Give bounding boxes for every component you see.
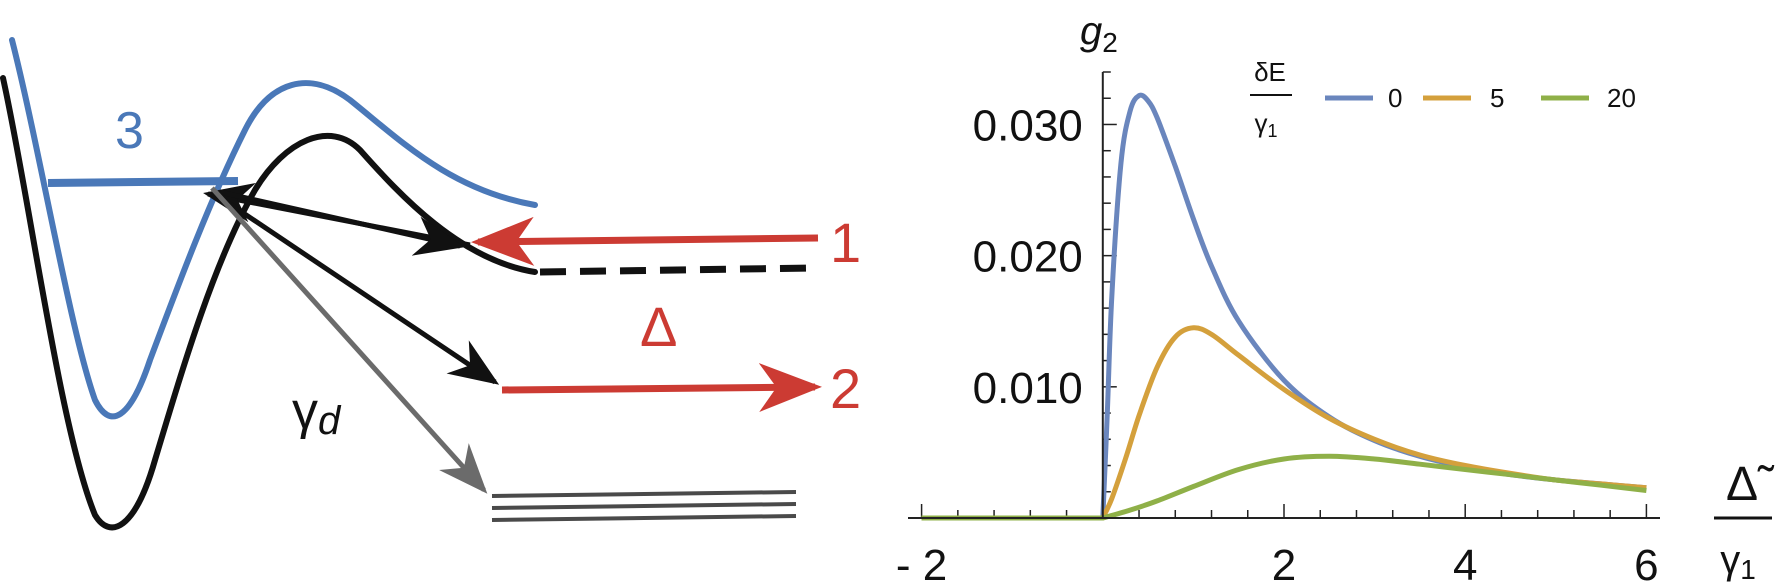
- legend-title-denominator: γ1: [1254, 108, 1277, 141]
- legend-title-numerator: δE: [1254, 57, 1286, 87]
- gamma-symbol: γ: [292, 382, 318, 440]
- legend-title-subscript: 1: [1267, 121, 1277, 141]
- continuum-line-1: [491, 490, 797, 498]
- x-tick-label: 2: [1272, 541, 1296, 587]
- x-axis-label-subscript: 1: [1740, 554, 1756, 585]
- continuum-line-3: [491, 514, 797, 522]
- level-1-label: 1: [830, 211, 861, 274]
- y-tick-label: 0.010: [973, 364, 1083, 413]
- y-axis-label: g2: [1080, 9, 1118, 58]
- x-axis-label-numerator: Δ̃: [1726, 458, 1775, 511]
- gray-decay-arrow: [210, 186, 488, 494]
- x-axis-label-denominator: γ1: [1720, 538, 1756, 585]
- x-tick-label: 6: [1634, 541, 1658, 587]
- legend-title-gamma: γ: [1254, 108, 1267, 138]
- y-axis-label-main: g: [1080, 9, 1102, 53]
- continuum-line-2: [491, 502, 797, 510]
- gamma-d-label: γd: [292, 382, 342, 443]
- g2-chart: - 2 2 4 6 0.010 0.020 0.030 g2 Δ̃ γ1 δE …: [896, 9, 1775, 587]
- y-axis-label-subscript: 2: [1102, 27, 1118, 58]
- red-arrow-2: [501, 363, 822, 413]
- potential-diagram: 3 1 Δ 2 γd: [0, 37, 861, 531]
- delta-label: Δ: [640, 295, 677, 358]
- series-line-20: [921, 453, 1647, 521]
- gamma-subscript: d: [318, 399, 342, 443]
- legend: δE γ1 0 5 20: [1250, 57, 1636, 141]
- legend-entry-label: 5: [1490, 83, 1504, 113]
- series-line-5: [921, 325, 1647, 521]
- x-axis-label-gamma: γ: [1720, 538, 1740, 582]
- x-tick-label: 4: [1453, 541, 1477, 587]
- y-tick-label: 0.020: [973, 233, 1083, 282]
- dashed-level-line: [539, 264, 813, 276]
- plot-area: [908, 71, 1660, 521]
- series-line-0: [921, 92, 1647, 521]
- black-arrow-down-1: [219, 189, 465, 256]
- upper-potential-curve: [9, 37, 538, 420]
- red-arrow-1: [471, 216, 819, 266]
- level-2-label: 2: [830, 357, 861, 420]
- legend-entry-label: 0: [1388, 83, 1402, 113]
- x-axis-label: Δ̃ γ1: [1714, 458, 1775, 585]
- legend-entry-label: 20: [1607, 83, 1636, 113]
- series-lines: [921, 92, 1647, 521]
- y-tick-label: 0.030: [973, 101, 1083, 150]
- level-3-line: [47, 177, 239, 187]
- black-arrow-down-2: [216, 193, 500, 385]
- lower-potential-curve: [0, 75, 538, 531]
- x-tick-label: - 2: [896, 541, 947, 587]
- level-3-label: 3: [115, 102, 144, 160]
